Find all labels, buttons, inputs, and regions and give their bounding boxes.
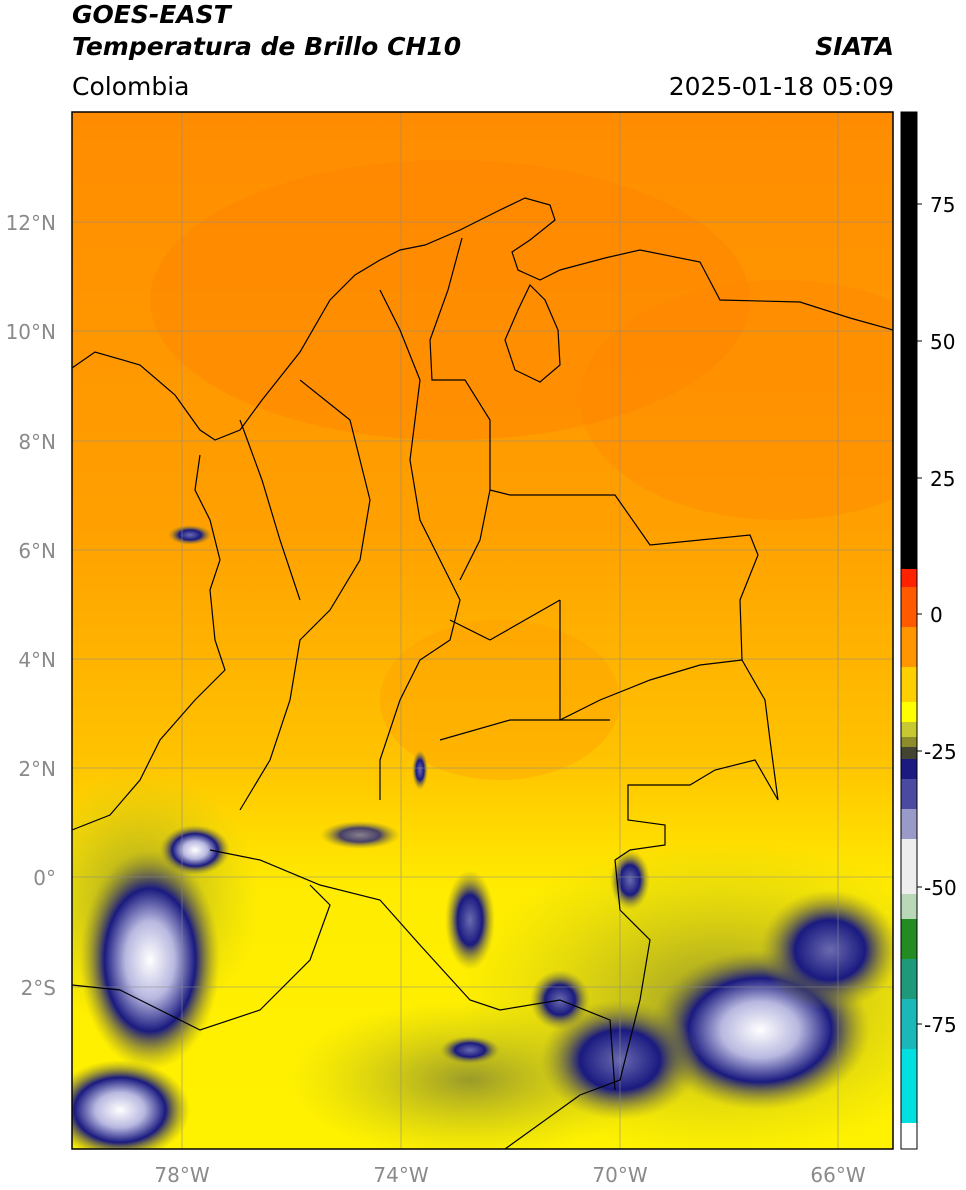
colorbar-tick: -75: [924, 1013, 957, 1037]
colorbar-tick: 50: [930, 330, 955, 354]
colorbar-tick: 0: [930, 603, 943, 627]
colorbar-teal: [901, 959, 917, 999]
interior-line-4: [239, 379, 371, 811]
colorbar-redorange: [901, 587, 917, 627]
colorbar-olive2: [901, 737, 917, 747]
datetime-label: 2025-01-18 05:09: [668, 72, 894, 101]
lon-label: 70°W: [592, 1163, 647, 1187]
region-label: Colombia: [72, 72, 190, 101]
lat-label: 6°N: [18, 539, 56, 563]
political-boundaries: [72, 197, 893, 1149]
map-gridlines: [72, 112, 893, 1149]
interior-line-7: [459, 489, 491, 581]
colorbar-teal2: [901, 999, 917, 1049]
lat-label: 10°N: [6, 320, 56, 344]
colorbar-yellow: [901, 702, 917, 722]
colorbar-cyan: [901, 1049, 917, 1123]
lat-label: 2°N: [18, 757, 56, 781]
colorbar-olive1: [901, 722, 917, 737]
interior-line-5: [239, 419, 301, 601]
product-title: Temperatura de Brillo CH10: [72, 32, 462, 61]
lat-label: 8°N: [18, 430, 56, 454]
colorbar-orange: [901, 627, 917, 667]
satellite-title: GOES-EAST: [72, 0, 231, 29]
colorbar-pale-green: [901, 894, 917, 919]
maracaibo-lake: [504, 283, 561, 383]
colorbar-tick: -25: [924, 740, 957, 764]
ecuador-peru-border: [209, 849, 616, 1091]
interior-line-8: [449, 599, 561, 641]
lat-label: 12°N: [6, 211, 56, 235]
colorbar-tick: 25: [930, 467, 955, 491]
lat-label: 2°S: [21, 976, 56, 1000]
longitude-labels: 78°W 74°W 70°W 66°W: [154, 1163, 865, 1187]
latitude-labels: 12°N 10°N 8°N 6°N 4°N 2°N 0° 2°S: [6, 211, 56, 1000]
brightness-temperature-field: [72, 112, 893, 1149]
colorbar-tick: 75: [930, 193, 955, 217]
lat-label: 4°N: [18, 648, 56, 672]
colorbar-red: [901, 569, 917, 587]
map-frame: [71, 111, 894, 1150]
colorbar-white: [901, 839, 917, 894]
lat-label: 0°: [33, 866, 56, 890]
ecuador-peru-line: [72, 884, 331, 1031]
interior-line-6: [379, 289, 461, 800]
colorbar-black: [901, 112, 917, 569]
colorbar-dark: [901, 747, 917, 759]
colorbar-lightblue: [901, 809, 917, 839]
colombia-south-border: [579, 759, 779, 1096]
colorbar-tick: -50: [924, 876, 957, 900]
interior-line-1: [504, 1094, 581, 1149]
colorbar-blue: [901, 779, 917, 809]
colorbar-navy: [901, 759, 917, 779]
colombia-venezuela-border: [429, 237, 779, 801]
lon-label: 74°W: [373, 1163, 428, 1187]
colorbar-green: [901, 919, 917, 959]
lon-label: 66°W: [810, 1163, 865, 1187]
lon-label: 78°W: [154, 1163, 209, 1187]
interior-line-3: [439, 659, 743, 741]
agency-label: SIATA: [815, 32, 894, 61]
colorbar: 75 50 25 0 -25 -50 -75: [900, 111, 957, 1150]
colorbar-white-bottom: [901, 1123, 917, 1149]
caribbean-coast: [72, 197, 893, 441]
pacific-coast: [72, 454, 226, 831]
colorbar-yellow-orange: [901, 667, 917, 702]
